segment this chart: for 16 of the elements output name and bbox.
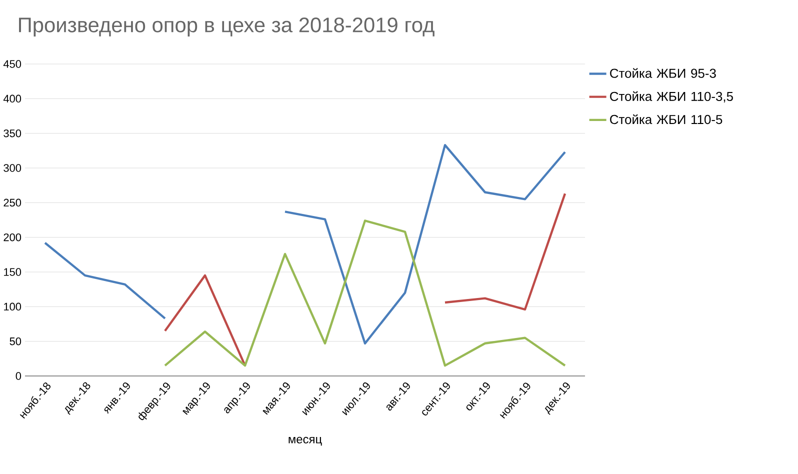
legend-label: Стойка ЖБИ 95-3 <box>610 68 716 78</box>
x-axis-title: месяц <box>288 436 322 446</box>
y-tick-label: 150 <box>4 268 22 276</box>
chart-title: Произведено опор в цехе за 2018-2019 год <box>19 18 434 36</box>
y-tick-label: 450 <box>3 60 22 68</box>
y-tick-label: 50 <box>10 337 22 346</box>
line-series <box>164 220 566 367</box>
y-tick-label: 0 <box>16 372 22 380</box>
y-tick-label: 300 <box>4 164 22 172</box>
y-tick-label: 200 <box>4 233 22 242</box>
legend-label: Стойка ЖБИ 110-5 <box>610 114 722 124</box>
y-tick-label: 250 <box>4 198 22 207</box>
y-tick-label: 100 <box>4 302 22 311</box>
y-tick-label: 400 <box>3 94 22 103</box>
y-tick-label: 350 <box>4 129 22 138</box>
legend-label: Стойка ЖБИ 110-3,5 <box>610 91 733 103</box>
